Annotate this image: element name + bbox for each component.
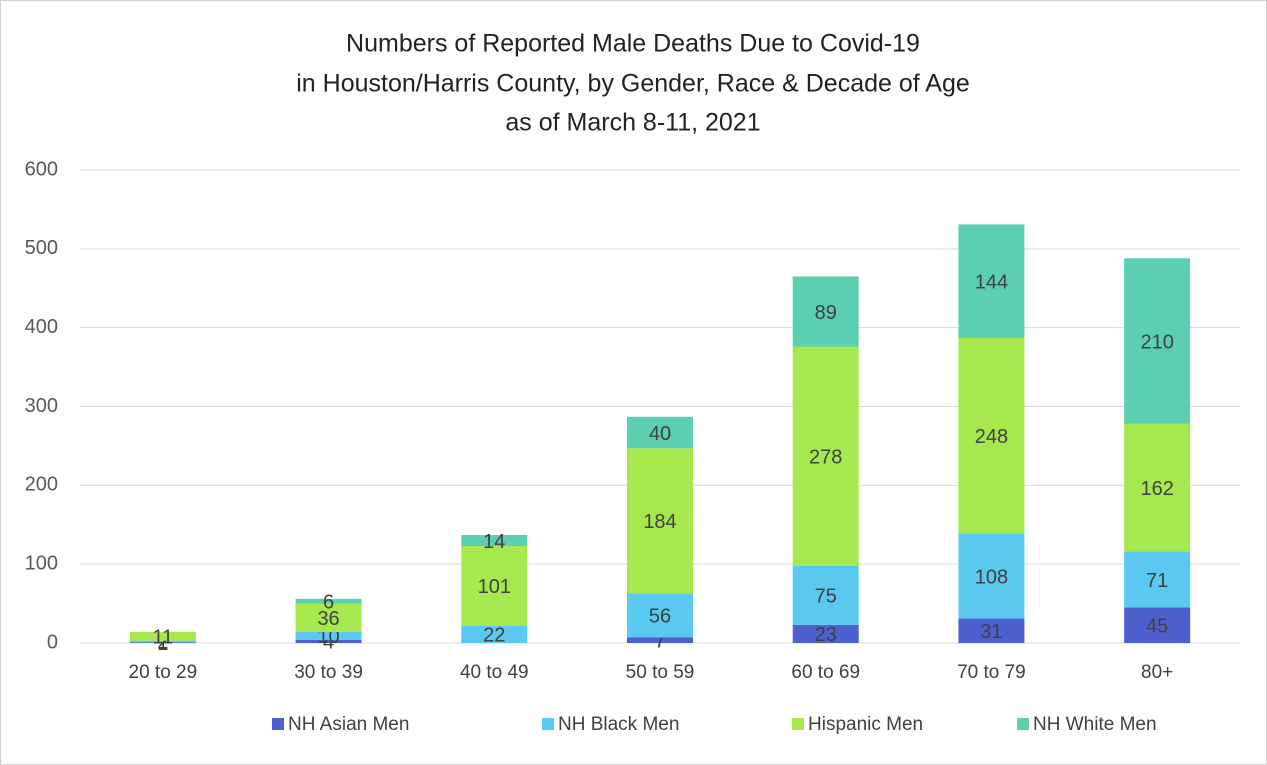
data-label: 89 [815,302,837,324]
data-label: 75 [815,586,837,608]
data-label: 31 [980,621,1002,643]
legend-label: Hispanic Men [808,714,923,735]
bar-segment [129,640,196,643]
data-label: 40 [649,423,671,445]
bar-segment [958,533,1025,619]
bar-segment [461,546,528,626]
y-tick-label: 600 [25,158,58,180]
bar-segment [1124,551,1191,608]
x-tick-label: 30 to 39 [294,662,363,683]
x-tick-label: 80+ [1141,662,1173,683]
y-tick-label: 100 [25,552,58,574]
chart-title: as of March 8-11, 2021 [505,109,760,137]
bar-segment [627,637,693,643]
bar-segment [461,534,528,547]
data-label: 2 [157,632,168,654]
bar-segment [129,631,196,641]
bar-segment [792,276,859,347]
y-tick-label: 500 [25,237,58,259]
x-tick-label: 60 to 69 [791,662,860,683]
bar-segment [792,346,859,566]
bar-segment [958,224,1025,338]
bar-segment [627,448,693,594]
bar-segment [627,416,693,449]
data-label: 1 [157,633,168,655]
data-label: 22 [483,625,505,647]
data-label: 248 [975,426,1008,448]
bar-segment [295,631,362,640]
data-label: 56 [649,606,671,628]
legend-label: NH Black Men [558,714,679,735]
data-label: 108 [975,566,1008,588]
x-tick-label: 70 to 79 [957,662,1026,683]
legend-swatch [1017,718,1029,730]
data-label: 162 [1140,478,1173,500]
bar-segment [295,598,362,604]
bar-segment [461,625,528,643]
data-label: 11 [152,627,173,649]
legend-label: NH White Men [1033,714,1157,735]
data-label: 101 [478,576,511,598]
bar-segment [295,603,362,632]
x-tick-label: 50 to 59 [626,662,695,683]
data-label: 36 [317,608,339,630]
y-tick-label: 200 [25,474,58,496]
legend-label: NH Asian Men [288,714,409,735]
data-label: 71 [1146,570,1168,592]
legend-swatch [272,718,284,730]
bar-segment [792,624,859,643]
data-label: 23 [815,624,837,646]
data-label: 6 [323,591,334,613]
data-label: 45 [1146,616,1168,638]
bar-segment [1124,258,1191,424]
legend-swatch [792,718,804,730]
data-label: 14 [483,531,505,553]
bar-segment [1124,607,1191,643]
legend-swatch [542,718,554,730]
bar-segment [295,639,362,643]
x-tick-label: 20 to 29 [129,662,198,683]
bar-segment [627,593,693,638]
bar-segment [129,642,196,643]
bar-segment [958,337,1025,534]
data-label: 278 [809,446,842,468]
chart-title: Numbers of Reported Male Deaths Due to C… [346,30,920,58]
y-tick-label: 0 [47,631,58,653]
chart-title: in Houston/Harris County, by Gender, Rac… [296,70,970,98]
data-label: 210 [1140,331,1173,353]
data-label: 184 [643,511,676,533]
data-label: 7 [654,631,665,653]
bar-segment [1124,423,1191,552]
data-label: 144 [975,271,1008,293]
y-tick-label: 300 [25,395,58,417]
x-tick-label: 40 to 49 [460,662,529,683]
bar-segment [792,565,859,625]
data-label: 4 [323,632,334,654]
y-tick-label: 400 [25,316,58,338]
bar-segment [958,618,1025,643]
